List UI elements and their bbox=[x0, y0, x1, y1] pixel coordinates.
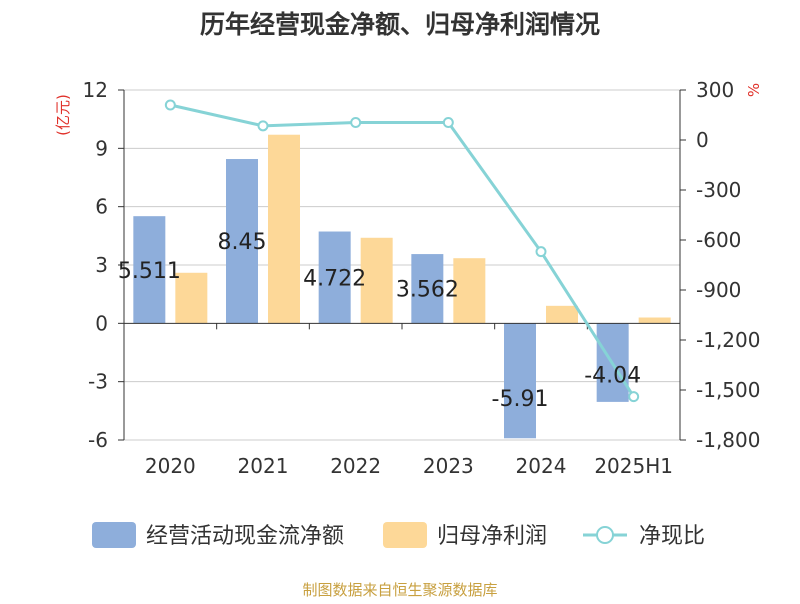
line-layer bbox=[164, 99, 640, 403]
data-label: -5.91 bbox=[492, 387, 549, 412]
y-tick-label: 12 bbox=[83, 78, 108, 102]
bar-operating-cash-flow bbox=[226, 159, 258, 324]
data-label: 8.45 bbox=[218, 230, 267, 255]
ratio-point bbox=[628, 391, 640, 403]
legend-item[interactable]: 经营活动现金流净额 bbox=[92, 522, 344, 549]
legend-label: 净现比 bbox=[639, 524, 705, 549]
y-tick-label: 9 bbox=[95, 136, 108, 160]
legend-label: 归母净利润 bbox=[437, 524, 547, 549]
bar-net-profit bbox=[546, 305, 578, 324]
y-tick-label: 0 bbox=[95, 311, 108, 335]
bar-operating-cash-flow bbox=[318, 231, 351, 324]
legend-marker bbox=[596, 526, 614, 544]
data-label: 4.722 bbox=[303, 266, 366, 291]
y-tick-label: 3 bbox=[95, 253, 108, 277]
legend-swatch bbox=[383, 522, 427, 548]
y-axis-title: (亿元) bbox=[54, 94, 72, 136]
x-tick-label: 2022 bbox=[330, 454, 381, 478]
bar-operating-cash-flow bbox=[504, 323, 536, 439]
source-note: 制图数据来自恒生聚源数据库 bbox=[302, 581, 497, 599]
x-tick-label: 2023 bbox=[423, 454, 474, 478]
y-tick-label: 6 bbox=[95, 195, 108, 219]
legend-item[interactable]: 净现比 bbox=[583, 524, 705, 549]
bar-operating-cash-flow bbox=[411, 254, 444, 324]
ratio-point bbox=[350, 117, 362, 128]
y2-axis-title: % bbox=[745, 83, 763, 97]
data-label: 5.511 bbox=[118, 259, 181, 284]
legend-item[interactable]: 归母净利润 bbox=[383, 522, 547, 549]
bar-net-profit bbox=[638, 317, 671, 324]
bar-layer bbox=[133, 134, 671, 439]
bar-net-profit bbox=[175, 272, 208, 324]
ratio-point bbox=[257, 120, 269, 132]
y-tick-label: -3 bbox=[88, 370, 108, 394]
y-tick-label: -6 bbox=[88, 428, 108, 452]
x-tick-label: 2024 bbox=[516, 454, 567, 478]
y2-tick-label: -900 bbox=[696, 278, 741, 302]
ratio-point bbox=[164, 99, 176, 111]
y2-tick-label: -300 bbox=[696, 178, 741, 202]
ratio-point bbox=[442, 117, 454, 128]
y2-tick-label: -1,500 bbox=[696, 378, 760, 402]
data-label: 3.562 bbox=[396, 278, 459, 303]
y2-tick-label: 0 bbox=[696, 128, 709, 152]
legend-swatch bbox=[92, 522, 136, 548]
legend[interactable]: 经营活动现金流净额 归母净利润 净现比 bbox=[92, 522, 705, 549]
x-tick-label: 2020 bbox=[145, 454, 196, 478]
bar-net-profit bbox=[360, 237, 393, 324]
ratio-line bbox=[170, 103, 635, 398]
gridlines bbox=[124, 89, 680, 441]
x-tick-label: 2021 bbox=[238, 454, 289, 478]
y2-tick-label: 300 bbox=[696, 78, 734, 102]
legend-label: 经营活动现金流净额 bbox=[146, 524, 344, 549]
y2-tick-label: -1,800 bbox=[696, 428, 760, 452]
ratio-point bbox=[535, 246, 547, 258]
y2-tick-label: -600 bbox=[696, 228, 741, 252]
bar-net-profit bbox=[453, 258, 486, 324]
x-tick-label: 2025H1 bbox=[594, 454, 673, 478]
bar-operating-cash-flow bbox=[133, 216, 166, 324]
bar-net-profit bbox=[268, 134, 300, 324]
chart-title: 历年经营现金净额、归母净利润情况 bbox=[200, 10, 600, 39]
y2-tick-label: -1,200 bbox=[696, 328, 760, 352]
data-label: -4.04 bbox=[584, 363, 641, 388]
data-labels: 5.511 8.45 4.722 3.562 -5.91 -4.04 bbox=[118, 230, 641, 412]
